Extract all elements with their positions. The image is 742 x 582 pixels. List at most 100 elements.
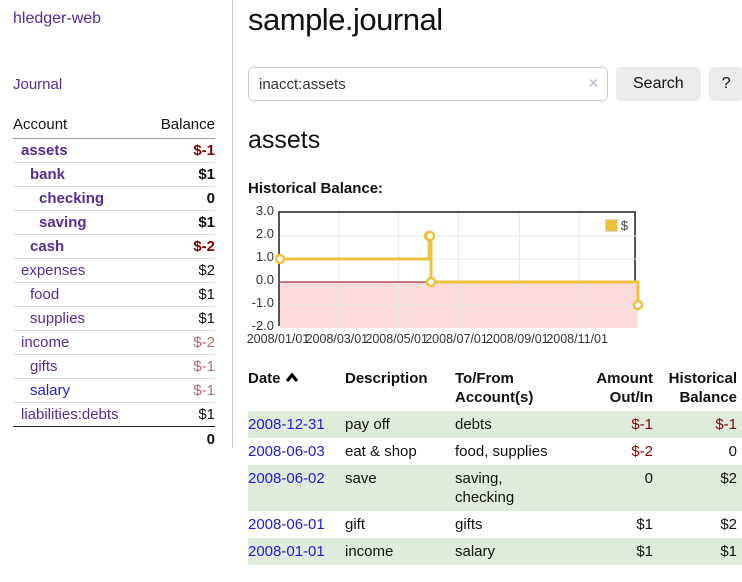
register-date-link[interactable]: 2008-12-31 [248,416,325,433]
sidebar-account-link[interactable]: salary [30,382,71,399]
account-row: expenses $2 [13,258,215,282]
search-input-wrap: × [248,67,608,101]
accounts-panel: Account Balance assets $-1 bank $1 checking 0… [13,113,215,452]
sidebar: hledger-web Journal Account Balance asse… [0,0,233,448]
register-cell-description: save [345,470,377,487]
clear-search-icon[interactable]: × [588,75,598,92]
sidebar-account-link[interactable]: saving [39,214,87,231]
account-balance: 0 [206,190,215,207]
sidebar-account-link[interactable]: gifts [30,358,58,375]
y-axis-tick-label: -2.0 [251,318,274,333]
account-row: saving $1 [13,210,215,234]
caret-up-icon [285,369,299,388]
search-input[interactable] [248,67,608,101]
chart-point[interactable] [274,253,286,265]
column-header-balance[interactable]: Historical Balance [668,370,737,406]
account-row: cash $-2 [13,234,215,258]
account-list: assets $-1 bank $1 checking 0 saving $1 cash $-2 e… [13,139,215,426]
register-cell-accounts: salary [455,543,496,560]
sidebar-account-link[interactable]: cash [30,238,65,255]
column-header-date[interactable]: Date [248,365,345,411]
column-header-accounts[interactable]: To/From Account(s) [455,370,534,406]
main-content: sample.journal × Search ? assets Histori… [233,0,742,565]
x-axis-tick-label: 2008/11/01 [546,332,608,346]
register-row: 2008-06-01 gift gifts $1 $2 [248,511,742,538]
register-cell-accounts: debts [455,416,492,433]
accounts-header-account: Account [13,116,68,133]
register-table: Date Description To/From Account(s) Amou… [248,365,742,565]
search-form: × Search ? [248,67,742,101]
register-row: 2008-01-01 income salary $1 $1 [248,538,742,565]
register-date-link[interactable]: 2008-06-03 [248,443,325,460]
sidebar-item-journal[interactable]: Journal [13,76,63,93]
register-cell-date: 2008-06-02 [248,465,345,511]
register-header-row: Date Description To/From Account(s) Amou… [248,365,742,411]
account-row: assets $-1 [13,139,215,162]
sidebar-account-link[interactable]: food [30,286,60,303]
account-row: bank $1 [13,162,215,186]
register-cell-balance: $1 [720,543,737,560]
account-balance: $-1 [193,142,215,159]
search-help-button[interactable]: ? [708,67,742,101]
column-header-description[interactable]: Description [345,370,428,387]
chart-point[interactable] [425,276,437,288]
account-balance: $1 [198,214,215,231]
x-axis-tick-label: 2008/03/01 [305,332,369,346]
account-row: gifts $-1 [13,354,215,378]
app-brand-link[interactable]: hledger-web [13,10,102,27]
account-balance: $1 [198,406,215,423]
page: hledger-web Journal Account Balance asse… [0,0,742,565]
register-cell-amount: $-2 [631,443,653,460]
accounts-total-value: 0 [206,431,215,448]
y-axis-tick-label: 0.0 [255,272,274,287]
register-cell-balance: $2 [720,470,737,487]
sidebar-account-link[interactable]: bank [30,166,66,183]
sidebar-account-link[interactable]: liabilities:debts [21,406,119,423]
account-balance: $2 [198,262,215,279]
accounts-total-row: 0 [13,426,215,452]
register-cell-description: pay off [345,416,390,433]
register-date-link[interactable]: 2008-01-01 [248,543,325,560]
register-cell-date: 2008-06-03 [248,438,345,465]
y-axis-tick-label: 1.0 [255,249,274,264]
account-balance: $1 [198,310,215,327]
legend-label: $ [620,218,628,233]
register-date-link[interactable]: 2008-06-02 [248,470,325,487]
sidebar-account-link[interactable]: assets [21,142,68,159]
chart-point[interactable] [632,299,644,311]
x-axis-tick-label: 2008/07/01 [425,332,488,346]
legend-swatch-icon [604,219,618,232]
register-row: 2008-06-03 eat & shop food, supplies $-2 0 [248,438,742,465]
account-row: income $-2 [13,330,215,354]
x-axis-tick-label: 2008/05/01 [365,332,428,346]
register-cell-balance: $-1 [715,416,737,433]
register-date-link[interactable]: 2008-06-01 [248,516,325,533]
register-row: 2008-06-02 save saving, checking 0 $2 [248,465,742,511]
account-balance: $1 [198,286,215,303]
account-row: food $1 [13,282,215,306]
chart-title: Historical Balance: [248,180,384,197]
column-header-amount[interactable]: Amount Out/In [596,370,653,406]
account-balance: $-2 [193,334,215,351]
search-button[interactable]: Search [616,67,701,101]
y-axis-tick-label: 3.0 [255,203,274,218]
chart-plot-area: $ [274,211,644,328]
account-row: supplies $1 [13,306,215,330]
sidebar-account-link[interactable]: expenses [21,262,86,279]
chart-legend: $ [601,216,631,235]
register-cell-accounts: saving, checking [455,470,515,506]
register-cell-date: 2008-01-01 [248,538,345,565]
register-cell-amount: $1 [636,543,653,560]
register-cell-description: eat & shop [345,443,417,460]
sidebar-account-link[interactable]: income [21,334,70,351]
register-cell-date: 2008-06-01 [248,511,345,538]
register-row: 2008-12-31 pay off debts $-1 $-1 [248,411,742,438]
register-cell-balance: $2 [720,516,737,533]
register-cell-date: 2008-12-31 [248,411,345,438]
x-axis-tick-label: 2008/09/01 [486,332,549,346]
chart-point[interactable] [424,230,436,242]
sidebar-account-link[interactable]: checking [39,190,105,207]
account-row: checking 0 [13,186,215,210]
sidebar-account-link[interactable]: supplies [30,310,86,327]
x-axis-tick-label: 2008/01/01 [246,332,310,346]
